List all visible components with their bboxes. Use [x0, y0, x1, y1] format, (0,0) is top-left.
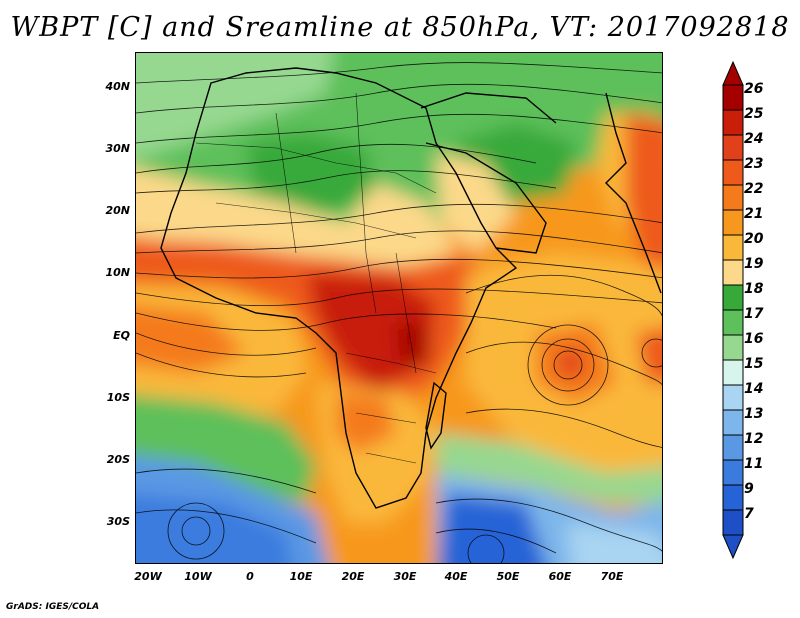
lon-label-30e: 30E [393, 570, 417, 583]
colorbar-label: 16 [744, 331, 764, 347]
colorbar-swatch [722, 409, 744, 436]
grads-credit: GrADS: IGES/COLA [6, 602, 100, 612]
colorbar-swatch [722, 384, 744, 411]
colorbar-label: 11 [744, 456, 764, 472]
colorbar-min-arrow [722, 534, 744, 560]
wbpt-field [136, 53, 662, 563]
colorbar-swatch [722, 209, 744, 236]
lat-label-30n: 30N [105, 142, 130, 155]
colorbar-swatch [722, 459, 744, 486]
lon-label-10w: 10W [184, 570, 212, 583]
lon-label-10e: 10E [289, 570, 313, 583]
coastlines [160, 67, 662, 509]
lat-label-20n: 20N [105, 204, 130, 217]
colorbar-swatch [722, 184, 744, 211]
lon-label-50e: 50E [496, 570, 520, 583]
colorbar-swatch [722, 259, 744, 286]
lon-label-0: 0 [246, 570, 254, 583]
colorbar-label: 19 [744, 256, 764, 272]
lon-label-20w: 20W [134, 570, 162, 583]
colorbar-label: 24 [744, 131, 764, 147]
colorbar-label: 14 [744, 381, 764, 397]
colorbar-swatch [722, 159, 744, 186]
map-panel [135, 52, 663, 564]
lon-label-60e: 60E [548, 570, 572, 583]
colorbar-swatch [722, 509, 744, 536]
colorbar-swatch [722, 134, 744, 161]
lat-label-30s: 30S [106, 515, 130, 528]
colorbar-label: 7 [744, 506, 754, 522]
colorbar-label: 21 [744, 206, 764, 222]
lat-label-eq: EQ [113, 329, 130, 342]
colorbar-swatch [722, 84, 744, 111]
colorbar-swatch [722, 359, 744, 386]
lat-label-20s: 20S [106, 453, 130, 466]
colorbar-label: 12 [744, 431, 764, 447]
colorbar-label: 20 [744, 231, 764, 247]
colorbar-swatch [722, 434, 744, 461]
streamlines [136, 62, 662, 563]
colorbar-label: 13 [744, 406, 764, 422]
lat-label-40n: 40N [105, 80, 130, 93]
map-title: WBPT [C] and Sreamline at 850hPa, VT: 20… [10, 12, 790, 43]
colorbar-swatch [722, 109, 744, 136]
colorbar-label: 23 [744, 156, 764, 172]
wbpt-streamline-map [136, 53, 662, 563]
colorbar-swatch [722, 484, 744, 511]
colorbar-label: 26 [744, 81, 764, 97]
lat-label-10n: 10N [105, 266, 130, 279]
colorbar-swatch [722, 234, 744, 261]
colorbar-swatch [722, 284, 744, 311]
lon-label-40e: 40E [444, 570, 468, 583]
colorbar-label: 9 [744, 481, 754, 497]
lon-label-70e: 70E [600, 570, 624, 583]
colorbar [722, 60, 744, 560]
colorbar-label: 22 [744, 181, 764, 197]
colorbar-swatch [722, 309, 744, 336]
colorbar-label: 18 [744, 281, 764, 297]
colorbar-swatch [722, 334, 744, 361]
colorbar-label: 25 [744, 106, 764, 122]
colorbar-label: 17 [744, 306, 764, 322]
country-borders [195, 92, 437, 464]
colorbar-max-arrow [722, 60, 744, 86]
lat-label-10s: 10S [106, 391, 130, 404]
colorbar-label: 15 [744, 356, 764, 372]
lon-label-20e: 20E [341, 570, 365, 583]
